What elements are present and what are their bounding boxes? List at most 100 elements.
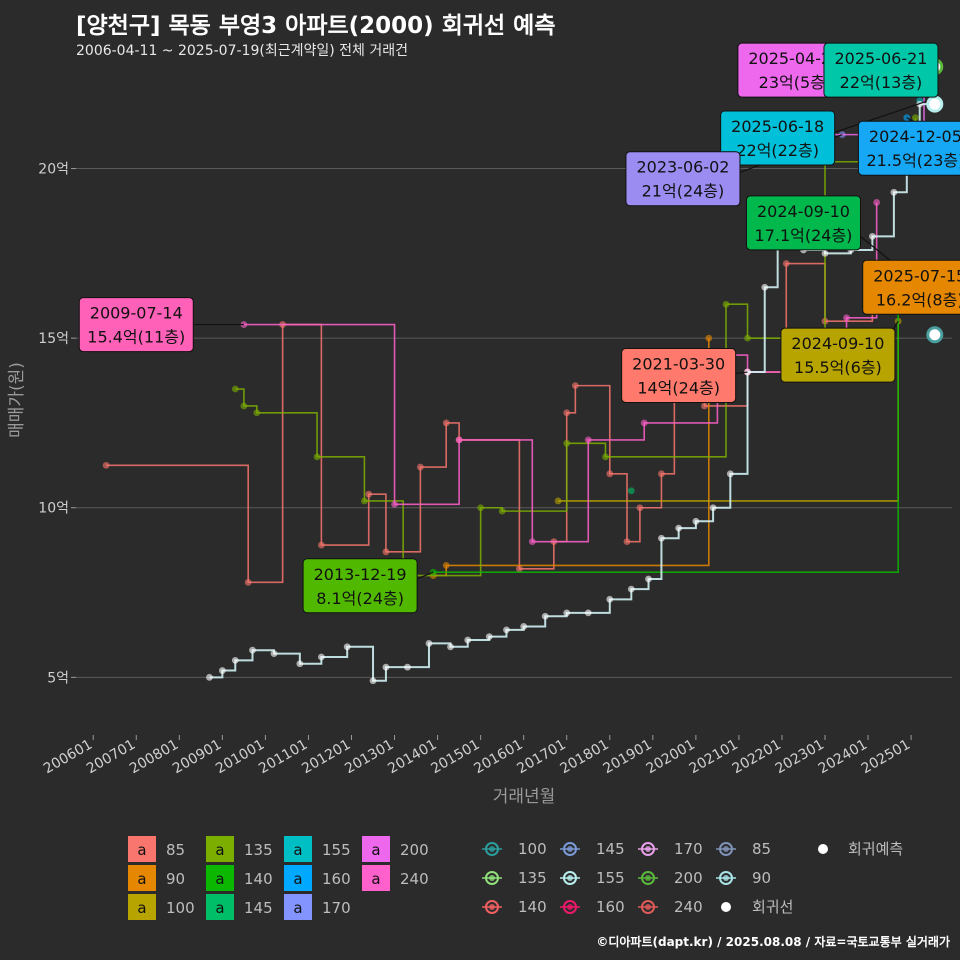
- data-point-240: [391, 500, 398, 508]
- legend-series-label-240: 240: [674, 898, 703, 916]
- data-point-240: [528, 538, 536, 546]
- legend-area-letter-145: a: [215, 899, 224, 917]
- annotation-label: 2025-06-18 22억(22층): [720, 110, 836, 166]
- legend-series-label-90: 90: [752, 869, 771, 887]
- legend-series-ring-200: [641, 871, 655, 885]
- legend-series-ring-100: [485, 842, 499, 856]
- legend-series-ring-170: [641, 842, 655, 856]
- legend-series-label-145: 145: [596, 840, 625, 858]
- series-line-85: [106, 262, 934, 584]
- legend-area-swatch-140: [206, 865, 234, 891]
- data-point-회귀선: [425, 640, 433, 647]
- annotation-label: 2009-07-14 15.4억(11층): [78, 297, 194, 353]
- data-point-회귀선: [369, 677, 377, 685]
- x-tick-label: 201601: [471, 737, 525, 778]
- data-point-회귀선: [675, 524, 683, 532]
- legend-area-swatch-85: [128, 836, 156, 862]
- x-axis-title: 거래년월: [493, 787, 556, 807]
- annotation-price: 8.1억(24층): [316, 589, 404, 608]
- data-point-135: [563, 439, 571, 447]
- data-point-회귀선: [627, 585, 635, 593]
- legend-series-label-160: 160: [596, 898, 625, 916]
- annotation-label: 2024-09-10 17.1억(24층): [745, 195, 861, 251]
- data-point-85: [563, 409, 571, 417]
- data-point-135: [498, 507, 506, 515]
- annotation-date: 2025-06-21: [834, 49, 927, 68]
- data-point-85: [102, 461, 110, 469]
- legend-area-swatch-145: [206, 894, 234, 920]
- annotation-box: [862, 259, 960, 315]
- x-tick-label: 202101: [687, 737, 741, 778]
- x-tick-label: 201801: [557, 737, 611, 778]
- legend-series-ring-85: [719, 842, 733, 856]
- legend-series-dot-85: [723, 846, 729, 852]
- annotation-label: 2013-12-19 8.1억(24층): [302, 558, 418, 614]
- annotation-date: 2023-06-02: [636, 158, 729, 177]
- legend-prediction-label: 회귀예측: [848, 840, 903, 858]
- legend-area-letter-140: a: [215, 870, 224, 888]
- annotation-date: 2013-12-19: [314, 565, 407, 584]
- data-point-135: [912, 114, 919, 122]
- legend-series-label-회귀선: 회귀선: [752, 898, 793, 916]
- legend-area-label-200: 200: [400, 841, 429, 859]
- legend-area-label-85: 85: [166, 841, 185, 859]
- legend-area-label-135: 135: [244, 841, 273, 859]
- y-tick-label: 15억: [38, 331, 69, 347]
- data-point-회귀선: [317, 653, 325, 661]
- data-point-160: [903, 114, 911, 122]
- data-point-135: [722, 300, 730, 308]
- data-point-85: [244, 578, 252, 586]
- annotation-price: 16.2억(8층): [876, 290, 960, 309]
- annotation-price: 21억(24층): [642, 182, 725, 201]
- annotation-price: 15.4억(11층): [87, 328, 185, 347]
- x-tick-label: 202501: [859, 737, 913, 778]
- x-tick-label: 201701: [514, 737, 568, 778]
- x-tick-label: 200801: [127, 737, 181, 778]
- x-tick-label: 200901: [170, 737, 224, 778]
- data-point-85: [658, 470, 665, 478]
- series-line-140: [433, 266, 899, 573]
- legend-series-dot-160: [567, 904, 573, 910]
- annotation-date: 2009-07-14: [90, 304, 183, 323]
- annotation-date: 2024-09-10: [791, 334, 884, 353]
- data-point-회귀선: [382, 663, 390, 671]
- legend-area-letter-170: a: [293, 899, 302, 917]
- data-point-240: [240, 321, 248, 328]
- y-axis-title: 매매가(원): [7, 362, 27, 438]
- legend-series-label-155: 155: [596, 869, 625, 887]
- data-point-135: [313, 453, 321, 461]
- annotation-price: 15.5억(6층): [794, 358, 882, 377]
- data-point-240: [843, 314, 850, 322]
- legend-area-label-160: 160: [322, 870, 351, 888]
- legend-series-label-85: 85: [752, 840, 771, 858]
- chart-subtitle: 2006-04-11 ~ 2025-07-19(최근계약일) 전체 거래건: [76, 43, 408, 59]
- annotation-box: [625, 151, 741, 207]
- annotation-box: [857, 120, 960, 176]
- legend-series-ring-155: [563, 871, 577, 885]
- annotation-date: 2024-12-05: [869, 127, 960, 146]
- annotation-price: 23억(5층): [759, 73, 831, 92]
- legend-area-letter-155: a: [293, 841, 302, 859]
- data-point-회귀선: [296, 660, 304, 668]
- data-point-135: [477, 504, 485, 512]
- x-tick-label: 201401: [385, 737, 439, 778]
- legend-area-letter-200: a: [371, 841, 380, 859]
- legend-area-label-145: 145: [244, 899, 273, 917]
- annotation-price: 17.1억(24층): [755, 226, 853, 245]
- data-point-85: [515, 565, 523, 573]
- data-point-135: [744, 334, 751, 342]
- legend-series-ring-140: [485, 900, 499, 914]
- data-point-회귀선: [541, 612, 549, 620]
- data-point-85: [636, 504, 644, 512]
- data-point-회귀선: [447, 643, 454, 651]
- legend-area-letter-240: a: [371, 870, 380, 888]
- data-point-회귀선: [563, 609, 571, 617]
- data-point-회귀선: [709, 504, 717, 512]
- data-point-회귀선: [584, 609, 592, 617]
- legend-series-dot-135: [489, 875, 495, 881]
- legend-series-dot-회귀선: [721, 902, 731, 912]
- prediction-marker-155: [926, 95, 944, 113]
- legend-area-swatch-90: [128, 865, 156, 891]
- data-point-회귀선: [218, 667, 226, 674]
